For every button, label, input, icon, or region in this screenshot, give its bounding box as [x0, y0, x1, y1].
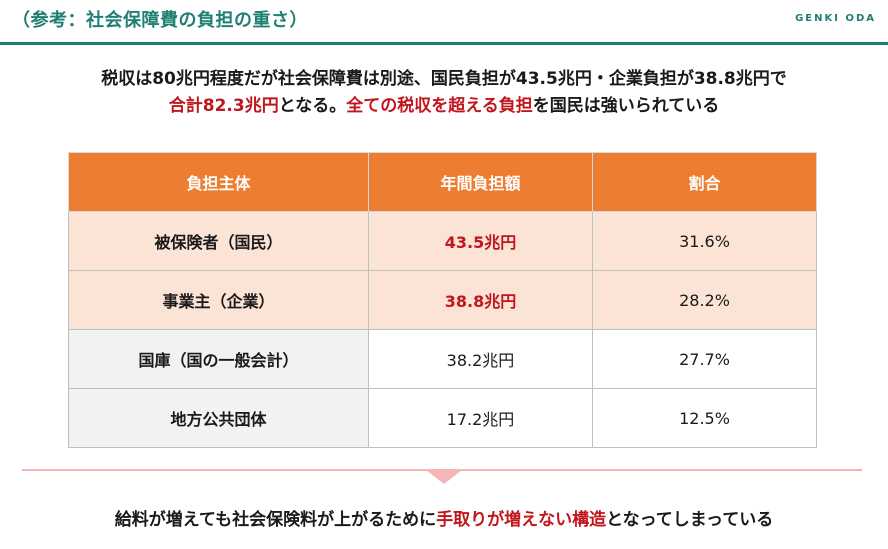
conclusion-text: 給料が増えても社会保険料が上がるために手取りが増えない構造となってしまっている: [0, 505, 888, 530]
conclusion-after: となってしまっている: [606, 510, 774, 530]
row-label: 地方公共団体: [68, 388, 369, 448]
conclusion-before: 給料が増えても社会保険料が上がるために: [114, 510, 437, 530]
row-share: 27.7%: [592, 329, 817, 389]
lead-burden-highlight: 全ての税収を超える負担: [346, 96, 533, 116]
row-share: 31.6%: [592, 211, 817, 271]
row-amount: 38.8兆円: [368, 270, 593, 330]
table-row: 国庫（国の一般会計） 38.2兆円 27.7%: [68, 329, 817, 389]
conclusion-highlight: 手取りが増えない構造: [436, 510, 607, 530]
lead-total-highlight: 合計82.3兆円: [168, 96, 279, 116]
lead-line-2-end: を国民は強いられている: [532, 96, 720, 116]
burden-table: 負担主体 年間負担額 割合 被保険者（国民） 43.5兆円 31.6% 事業主（…: [68, 152, 817, 448]
table-header-row: 負担主体 年間負担額 割合: [68, 152, 817, 212]
column-header-share: 割合: [592, 152, 817, 212]
column-header-amount: 年間負担額: [368, 152, 593, 212]
down-arrow-icon: [426, 470, 462, 484]
brand-label: GENKI ODA: [795, 13, 876, 24]
row-amount: 38.2兆円: [368, 329, 593, 389]
slide-header: （参考：社会保障費の負担の重さ） GENKI ODA: [0, 0, 888, 45]
table-row: 地方公共団体 17.2兆円 12.5%: [68, 388, 817, 448]
row-share: 28.2%: [592, 270, 817, 330]
table-row: 被保険者（国民） 43.5兆円 31.6%: [68, 211, 817, 271]
row-label: 事業主（企業）: [68, 270, 369, 330]
row-label: 被保険者（国民）: [68, 211, 369, 271]
row-amount: 17.2兆円: [368, 388, 593, 448]
lead-line-1: 税収は80兆円程度だが社会保障費は別途、国民負担が43.5兆円・企業負担が38.…: [101, 69, 787, 89]
lead-line-2: 合計82.3兆円となる。全ての税収を超える負担を国民は強いられている: [0, 93, 888, 120]
lead-line-2-mid: となる。: [278, 96, 347, 116]
row-label: 国庫（国の一般会計）: [68, 329, 369, 389]
page-title: （参考：社会保障費の負担の重さ）: [12, 10, 308, 31]
burden-table-container: 負担主体 年間負担額 割合 被保険者（国民） 43.5兆円 31.6% 事業主（…: [68, 152, 817, 448]
header-divider: [0, 42, 888, 45]
row-amount: 43.5兆円: [368, 211, 593, 271]
column-header-entity: 負担主体: [68, 152, 369, 212]
lead-text: 税収は80兆円程度だが社会保障費は別途、国民負担が43.5兆円・企業負担が38.…: [0, 66, 888, 120]
table-row: 事業主（企業） 38.8兆円 28.2%: [68, 270, 817, 330]
row-share: 12.5%: [592, 388, 817, 448]
